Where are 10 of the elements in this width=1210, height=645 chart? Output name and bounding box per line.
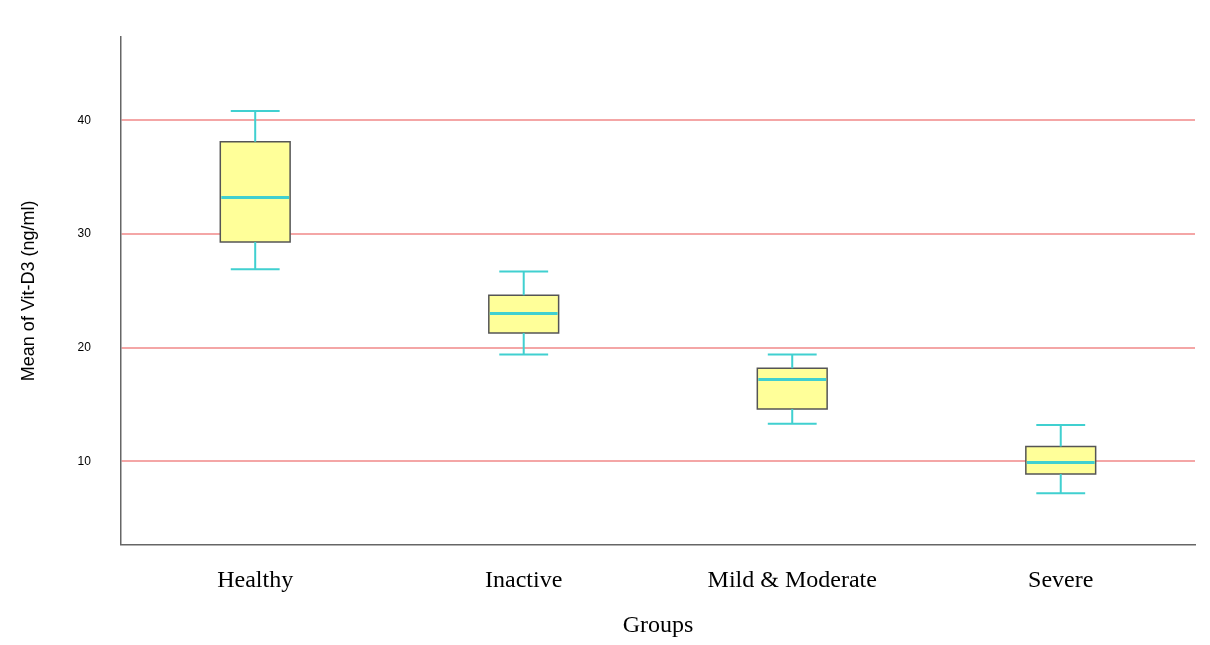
y-tick-label: 10 xyxy=(77,453,92,468)
x-tick-label: Inactive xyxy=(485,566,563,593)
x-tick-label: Severe xyxy=(1028,566,1094,593)
x-axis-title: Groups xyxy=(622,610,694,637)
x-tick-label: Mild & Moderate xyxy=(707,566,877,593)
y-tick-label: 20 xyxy=(77,339,92,354)
y-tick-label: 40 xyxy=(77,112,92,127)
y-axis-title: Mean of Vit-D3 (ng/ml) xyxy=(17,200,38,382)
y-tick-label: 30 xyxy=(77,226,92,241)
x-tick-label: Healthy xyxy=(217,566,294,593)
